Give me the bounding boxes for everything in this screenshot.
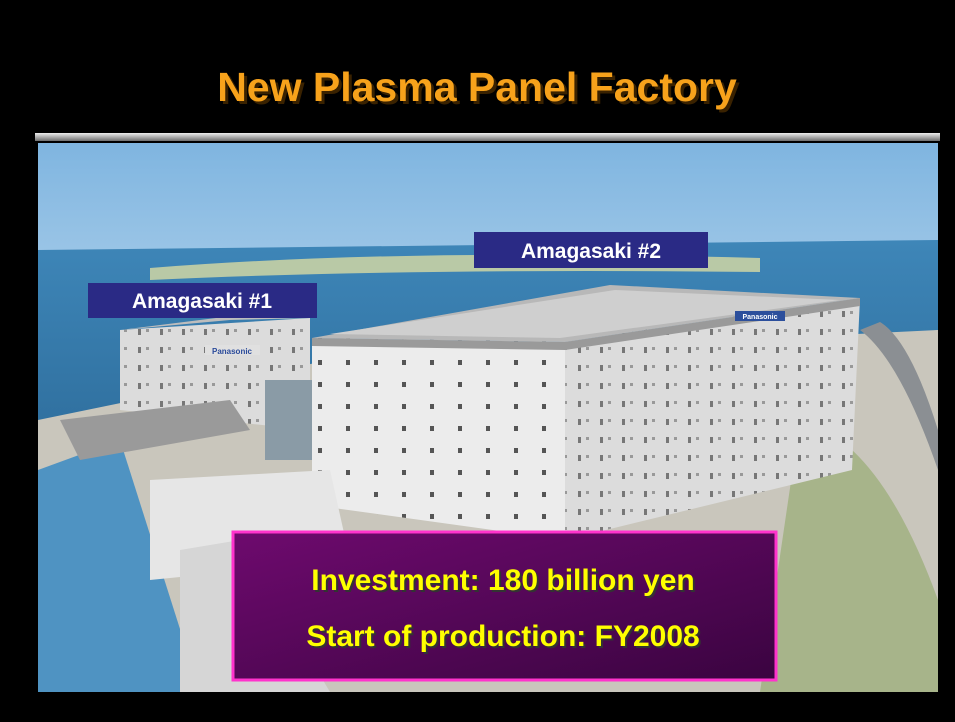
title-shadow: New Plasma Panel Factory xyxy=(220,67,740,113)
building-label: Amagasaki #2 xyxy=(521,240,661,263)
label-box xyxy=(88,283,317,318)
logo: Panasonic xyxy=(742,314,777,321)
building-label: Amagasaki #1 xyxy=(132,290,272,313)
label-box xyxy=(474,232,708,268)
info-shadow: Investment: 180 billion yen xyxy=(313,566,696,599)
title: New Plasma Panel Factory xyxy=(217,64,737,110)
info-line: Start of production: FY2008 xyxy=(306,620,699,653)
logo: Panasonic xyxy=(212,347,253,356)
info-line: Investment: 180 billion yen xyxy=(311,564,694,597)
info-box xyxy=(231,530,778,682)
info-shadow: Start of production: FY2008 xyxy=(308,622,701,655)
divider xyxy=(35,133,940,141)
